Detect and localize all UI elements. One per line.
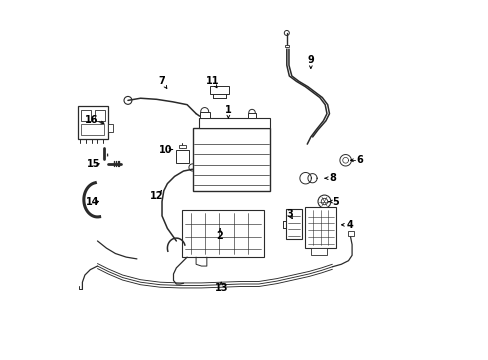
- Text: 8: 8: [328, 173, 335, 183]
- Text: 9: 9: [307, 55, 314, 65]
- Text: 11: 11: [205, 76, 219, 86]
- Bar: [199, 118, 269, 128]
- Text: 4: 4: [346, 220, 353, 230]
- Text: 7: 7: [158, 76, 165, 86]
- Text: 12: 12: [150, 191, 163, 201]
- Text: 2: 2: [216, 231, 223, 240]
- Bar: [78, 107, 108, 139]
- Bar: [305, 207, 335, 248]
- Text: 10: 10: [159, 144, 172, 154]
- Text: 5: 5: [332, 197, 339, 207]
- Bar: [192, 128, 269, 191]
- Bar: [182, 211, 264, 257]
- Bar: [81, 110, 90, 121]
- Bar: [285, 209, 301, 239]
- Bar: [247, 113, 255, 118]
- Text: 3: 3: [285, 209, 292, 219]
- Bar: [95, 110, 105, 121]
- Bar: [81, 125, 104, 135]
- Bar: [210, 86, 228, 94]
- Bar: [285, 45, 288, 47]
- Bar: [108, 125, 112, 132]
- Bar: [310, 248, 326, 255]
- Text: 14: 14: [86, 197, 100, 207]
- Bar: [347, 231, 353, 235]
- Text: 6: 6: [355, 155, 362, 165]
- Text: 16: 16: [85, 115, 99, 125]
- Bar: [175, 150, 189, 163]
- Bar: [199, 112, 209, 118]
- Text: 13: 13: [214, 283, 227, 293]
- Text: 1: 1: [224, 105, 231, 115]
- Text: 15: 15: [87, 159, 101, 169]
- Bar: [178, 145, 186, 148]
